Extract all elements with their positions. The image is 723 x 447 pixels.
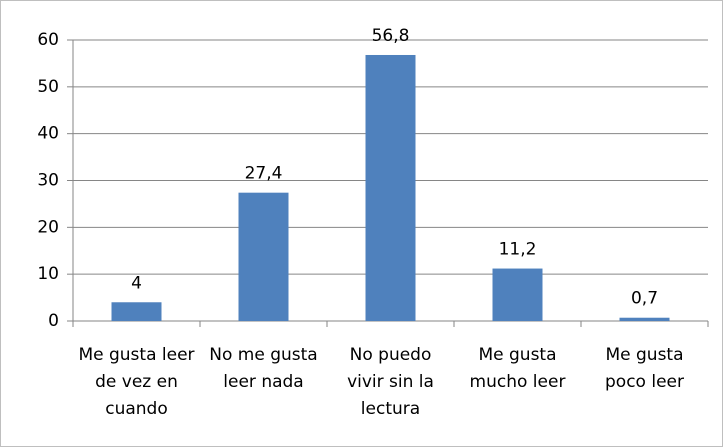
y-tick-label: 50 [37, 77, 59, 97]
data-label: 11,2 [499, 240, 537, 260]
x-tick-label: Me gusta poco leer [605, 345, 684, 392]
y-tick-label: 30 [37, 171, 59, 191]
x-tick-label: Me gusta leer de vez en cuando [78, 345, 194, 419]
y-tick-label: 40 [37, 124, 59, 144]
x-tick-label: No puedo vivir sin la lectura [347, 345, 434, 419]
x-tick-label: Me gusta mucho leer [470, 345, 566, 392]
bar [619, 317, 670, 321]
x-tick-label: No me gusta leer nada [209, 345, 317, 392]
y-tick-label: 60 [37, 30, 59, 50]
y-tick-label: 10 [37, 264, 59, 284]
bar [238, 192, 289, 321]
data-label: 27,4 [245, 164, 283, 184]
y-tick-label: 20 [37, 217, 59, 237]
data-label: 4 [131, 273, 142, 293]
data-label: 56,8 [372, 26, 410, 46]
bar [492, 268, 543, 321]
bar [111, 302, 162, 321]
data-label: 0,7 [631, 289, 658, 309]
y-tick-label: 0 [48, 311, 59, 331]
bar [365, 54, 416, 322]
